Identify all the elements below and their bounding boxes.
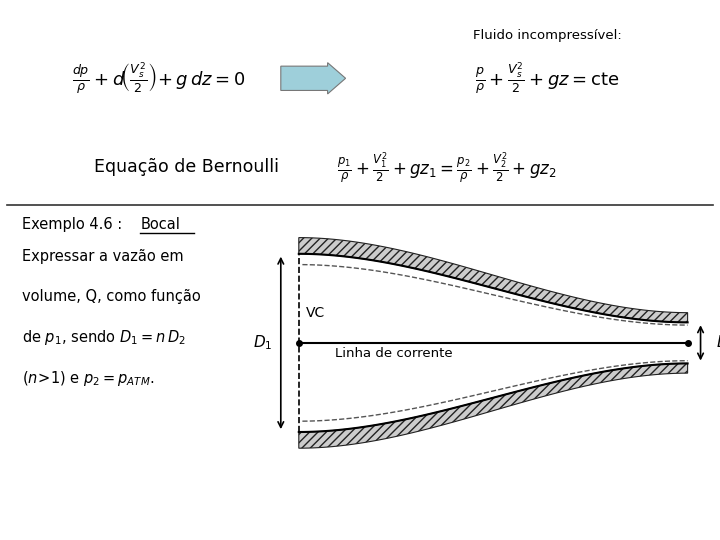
FancyArrow shape xyxy=(281,63,346,94)
Text: $D_1$: $D_1$ xyxy=(253,334,273,352)
Polygon shape xyxy=(299,363,688,448)
Text: Bocal: Bocal xyxy=(140,217,180,232)
Text: de $p_1$, sendo $D_1 = n\,D_2$: de $p_1$, sendo $D_1 = n\,D_2$ xyxy=(22,328,185,347)
Text: Linha de corrente: Linha de corrente xyxy=(335,347,452,360)
Text: $(n\!>\!1)$ e $p_2 = p_{ATM}$.: $(n\!>\!1)$ e $p_2 = p_{ATM}$. xyxy=(22,368,154,388)
Text: Equação de Bernoulli: Equação de Bernoulli xyxy=(94,158,279,177)
Text: Expressar a vazão em: Expressar a vazão em xyxy=(22,249,183,264)
Text: Fluido incompressível:: Fluido incompressível: xyxy=(473,29,621,42)
Text: $\frac{dp}{\rho} + d\!\left(\frac{V_s^2}{2}\right)\!+ g\,dz = 0$: $\frac{dp}{\rho} + d\!\left(\frac{V_s^2}… xyxy=(72,60,245,96)
Text: volume, Q, como função: volume, Q, como função xyxy=(22,289,200,305)
Text: $D_2$: $D_2$ xyxy=(716,334,720,352)
Polygon shape xyxy=(299,238,688,322)
Text: Exemplo 4.6 :: Exemplo 4.6 : xyxy=(22,217,136,232)
Text: $\frac{p_1}{\rho} + \frac{V_1^2}{2} + gz_1 = \frac{p_2}{\rho} + \frac{V_2^2}{2} : $\frac{p_1}{\rho} + \frac{V_1^2}{2} + gz… xyxy=(336,151,557,186)
Text: $\frac{p}{\rho} + \frac{V_s^2}{2} + gz = \mathrm{cte}$: $\frac{p}{\rho} + \frac{V_s^2}{2} + gz =… xyxy=(475,60,619,96)
Text: VC: VC xyxy=(306,306,325,320)
